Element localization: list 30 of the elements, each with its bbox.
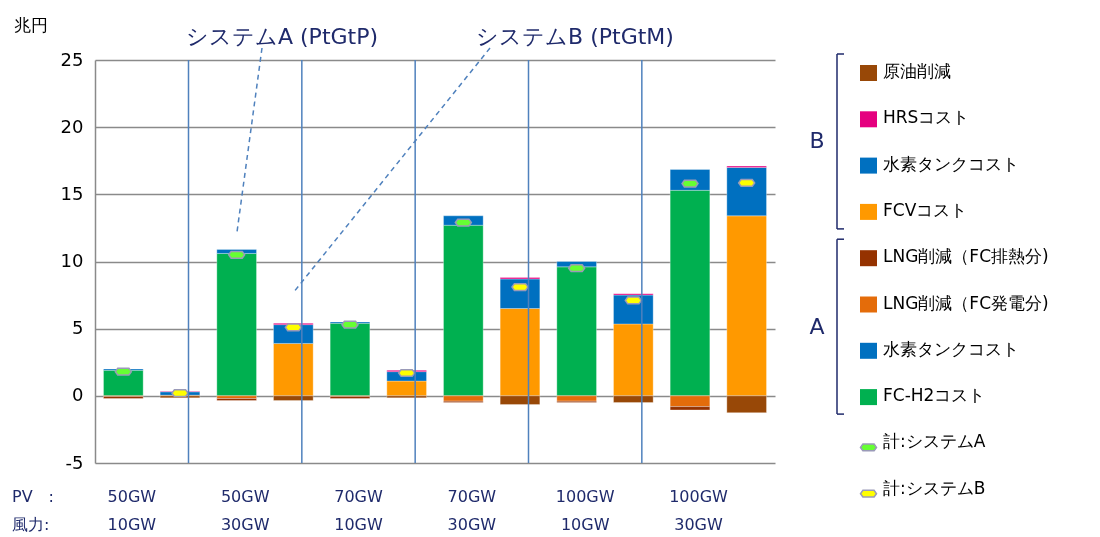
x-tick-label: 70GW 30GW [447, 487, 497, 534]
legend-label: 計:システムA [883, 431, 986, 452]
text: システムA (PtGtP) [185, 24, 379, 49]
y-tick-label: 0 [72, 384, 84, 406]
x-tick-label: 50GW 30GW [220, 487, 270, 534]
legend-label: HRSコスト [883, 107, 970, 128]
text: 風力: [12, 515, 50, 534]
legend-label: 計:システムB [883, 477, 986, 498]
x-tick-label: 100GW 10GW [555, 487, 615, 534]
legend-label: LNG削減（FC排熱分) [883, 246, 1049, 267]
legend-label: FCVコスト [883, 199, 968, 220]
text: A [809, 313, 825, 339]
text: システムB (PtGtM) [476, 24, 674, 49]
y-tick-label: 25 [60, 48, 84, 70]
y-tick-label: 10 [60, 250, 84, 271]
legend-label: 水素タンクコスト [883, 153, 1019, 174]
text: B [809, 128, 825, 154]
legend-label: 原油削減 [883, 61, 951, 81]
legend-label: LNG削減（FC発電分) [883, 292, 1049, 313]
legend-label: FC-H2コスト [883, 385, 986, 406]
text: PV : [12, 487, 54, 506]
y-tick-label: 5 [72, 317, 84, 339]
legend-label: 水素タンクコスト [883, 338, 1019, 359]
y-tick-label: 15 [60, 182, 84, 204]
x-tick-label: 50GW 10GW [107, 487, 157, 534]
y-tick-label: 20 [60, 115, 84, 137]
x-tick-label: 70GW 10GW [334, 487, 383, 534]
y-axis-title: 兆円 [13, 14, 48, 35]
x-tick-label: 100GW 30GW [669, 487, 729, 534]
y-tick-label: -5 [65, 451, 84, 473]
